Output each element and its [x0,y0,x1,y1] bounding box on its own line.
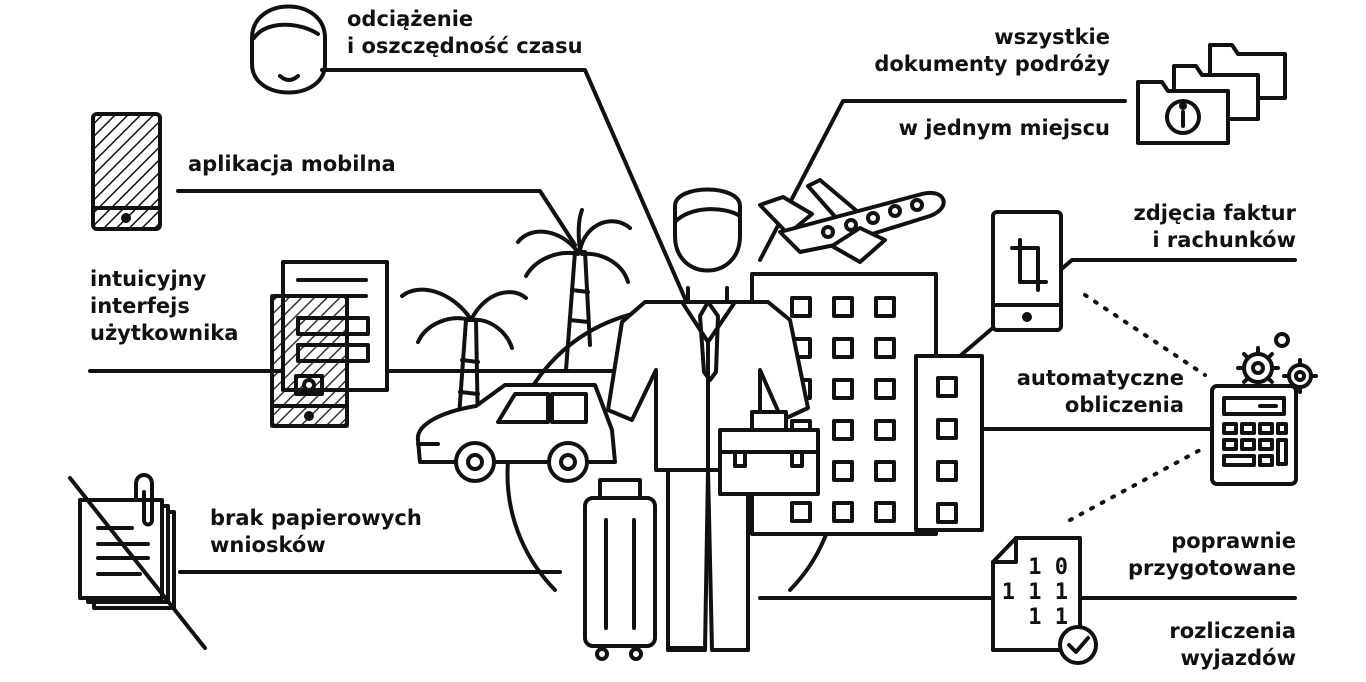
hotel-window [832,419,854,441]
palm-trees-icon [400,208,632,432]
hotel-window [936,502,958,524]
hotel-window [874,419,896,441]
settlements-label-2: rozliczenia wyjazdów [1169,619,1296,670]
hotel-window [832,378,854,400]
settlements-label: poprawnie przygotowane [1128,529,1296,580]
binary-document-check-icon [991,536,1098,665]
invoice-photos-label: zdjęcia faktur i rachunków [1133,201,1296,252]
calculator-icon [1210,384,1298,486]
hotel-window [874,337,896,359]
hotel-window [790,296,812,318]
face-icon [250,4,327,95]
hotel-window [832,501,854,523]
time-savings-label: odciążenie i oszczędność czasu [347,7,583,58]
mobile-app-label: aplikacja mobilna [188,152,396,176]
auto-calc-label: automatyczne obliczenia [1016,366,1184,417]
phone-crop-icon [991,210,1063,332]
briefcase-icon [718,410,820,496]
documents-label: wszystkie dokumenty podróży [874,25,1110,76]
airplane-icon [758,178,946,264]
hotel-windows [790,296,958,524]
hotel-window [874,460,896,482]
hotel-window [874,378,896,400]
hotel-window [936,460,958,482]
hotel-window [832,460,854,482]
hotel-window [874,296,896,318]
interface-label: intuicyjny interfejs użytkownika [90,267,239,345]
phone-hatched-icon [91,112,162,231]
gears-icon [1236,332,1318,394]
paper-stack-crossed-icon [68,473,207,650]
folders-info-icon [1136,43,1287,145]
hotel-window [832,337,854,359]
hotel-window [874,501,896,523]
hotel-window [790,501,812,523]
no-paper-label: brak papierowych wniosków [210,506,422,557]
documents-label-2: w jednym miejscu [898,116,1110,140]
car-icon [415,383,617,483]
hotel-window [832,296,854,318]
form-document-icon [270,260,389,428]
binary-digits: 1 0 1 1 1 1 1 [1001,555,1068,630]
hotel-window [936,376,958,398]
hotel-window [936,418,958,440]
suitcase-icon [583,478,657,661]
